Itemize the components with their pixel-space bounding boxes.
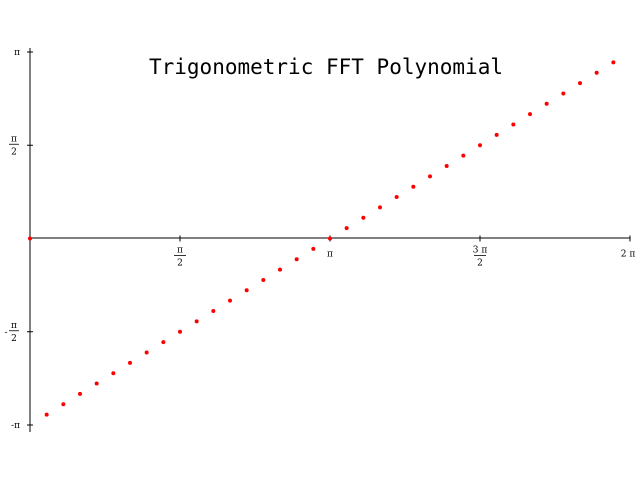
x-axis-ticks: π 2 π 3 π 2 2 π [174,235,636,269]
data-point [244,288,249,293]
data-point [461,153,466,158]
y-tick-label-sign: - [4,328,7,338]
data-point [411,184,416,189]
data-point [111,371,116,376]
data-point [561,91,566,96]
data-point [344,226,349,231]
data-point [144,350,149,355]
data-point [194,319,199,324]
data-point [278,267,282,272]
data-point [361,215,366,220]
y-tick-label-numerator: π [11,134,17,144]
data-point [311,246,316,251]
data-point [44,412,49,417]
data-point [294,257,299,262]
data-point [594,70,599,75]
data-point [61,402,66,407]
data-point [161,340,166,345]
data-point [578,81,582,86]
data-points [28,60,616,417]
data-point [428,174,432,179]
y-tick-label-denominator: 2 [11,334,17,344]
x-tick-label-numerator: 3 π [473,246,488,256]
data-point [511,122,516,127]
data-point [394,195,399,200]
x-tick-label-denominator: 2 [477,259,483,269]
y-tick-label-denominator: 2 [11,147,17,157]
data-point [328,236,332,241]
data-point [378,205,382,210]
y-tick-label: -π [11,421,20,431]
data-point [78,391,82,396]
chart-title: Trigonometric FFT Polynomial [149,55,503,79]
y-tick-label-numerator: π [11,321,17,331]
data-point [528,112,532,117]
x-tick-label-numerator: π [177,246,183,256]
data-point [444,163,449,168]
data-point [28,236,32,241]
x-tick-label: 2 π [621,250,636,260]
data-point [611,60,616,65]
x-tick-label-denominator: 2 [177,259,183,269]
data-point [128,360,132,365]
x-tick-label: π [327,250,333,260]
data-point [178,329,182,334]
data-point [211,309,216,314]
y-tick-label: π [14,48,20,58]
data-point [494,132,499,137]
data-point [544,101,549,106]
data-point [478,143,482,148]
data-point [261,277,266,282]
data-point [228,298,232,303]
data-point [94,381,99,386]
